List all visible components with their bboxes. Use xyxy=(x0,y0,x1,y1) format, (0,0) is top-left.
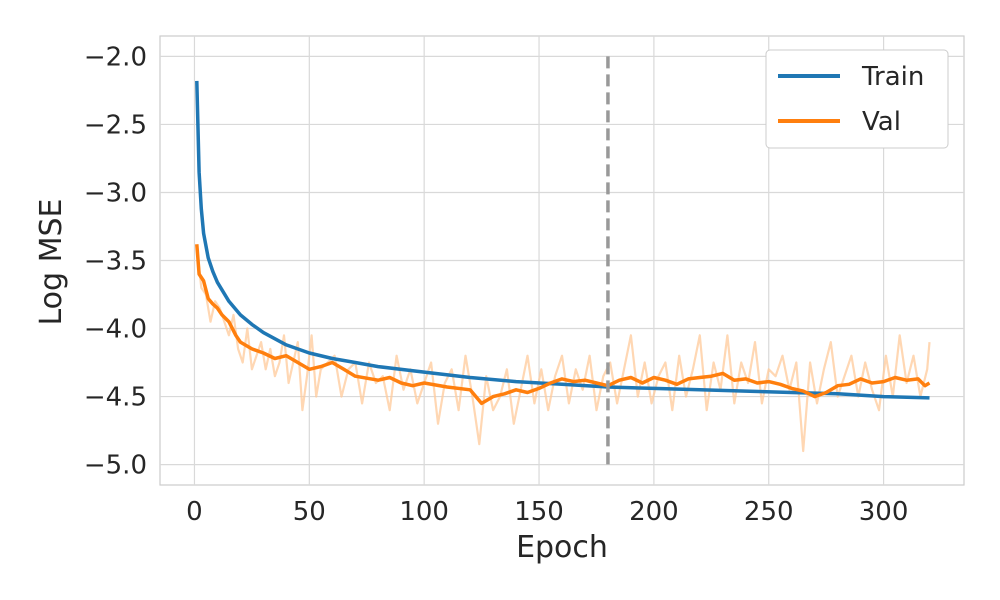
legend: Train Val xyxy=(765,49,949,149)
legend-label-train: Train xyxy=(861,62,924,92)
y-axis-label: Log MSE xyxy=(34,198,69,325)
series-line-val xyxy=(195,244,931,406)
grid xyxy=(160,36,964,485)
ticks-layer: 0 50 100 150 200 250 300 −5.0 −4.5 −4.0 −3.5 −3.0 −2… xyxy=(84,42,909,527)
y-tick-label: −2.0 xyxy=(84,42,147,72)
x-axis-label: Epoch xyxy=(516,530,608,565)
series-line-train xyxy=(195,80,930,400)
x-tick-label: 250 xyxy=(744,497,794,527)
legend-label-val: Val xyxy=(862,107,901,137)
x-tick-label: 50 xyxy=(293,497,326,527)
y-tick-label: −4.5 xyxy=(84,383,147,413)
x-tick-label: 100 xyxy=(399,497,449,527)
y-tick-label: −4.0 xyxy=(84,315,147,345)
x-tick-label: 0 xyxy=(186,497,203,527)
series-line-val-raw xyxy=(195,246,931,453)
y-tick-label: −3.0 xyxy=(84,178,147,208)
y-tick-label: −5.0 xyxy=(84,451,147,481)
y-tick-label: −2.5 xyxy=(84,110,147,140)
y-tick-label: −3.5 xyxy=(84,247,147,277)
x-tick-label: 300 xyxy=(859,497,909,527)
x-tick-label: 200 xyxy=(629,497,679,527)
x-tick-label: 150 xyxy=(514,497,564,527)
series-layer xyxy=(195,56,931,465)
